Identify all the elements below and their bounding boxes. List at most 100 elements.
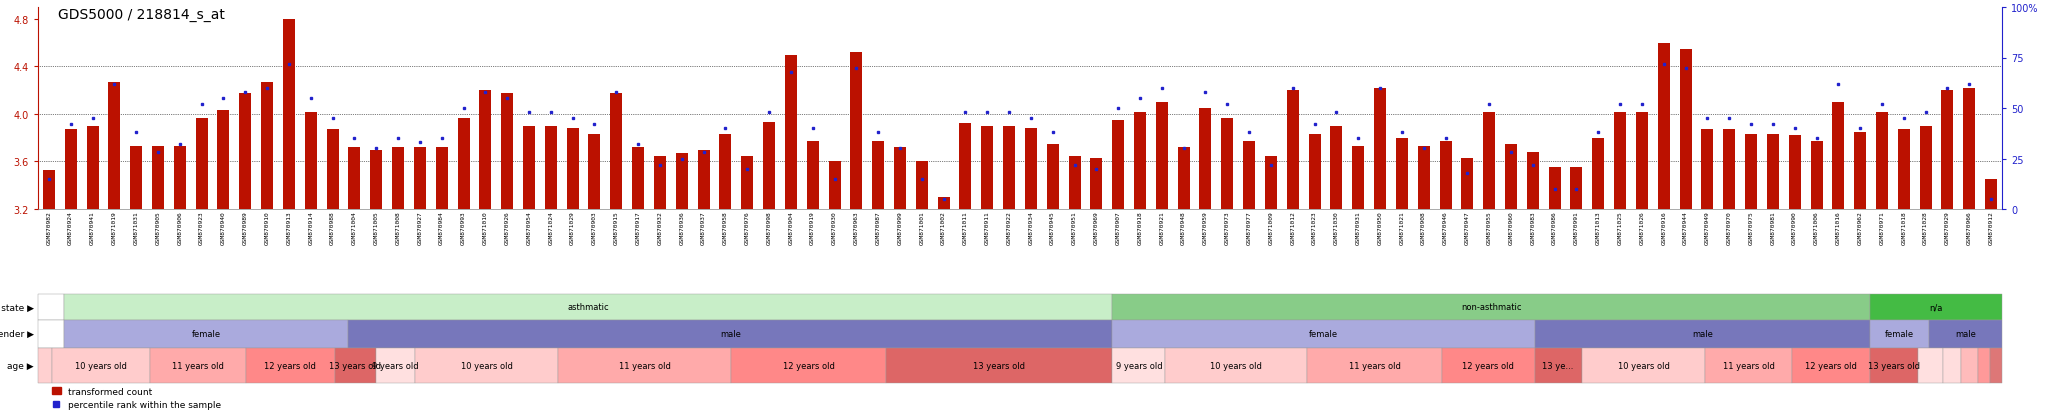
Bar (1898, 130, 1911, 209)
Bar (43, 171, 55, 209)
Text: gender ▶: gender ▶ (0, 330, 35, 339)
Bar (1243, 142, 1255, 209)
Bar (895, 148, 905, 209)
Bar (1706, 348, 1792, 383)
Bar (1417, 147, 1430, 209)
Bar (150, 348, 246, 383)
Bar (1112, 121, 1124, 209)
Bar (1581, 348, 1706, 383)
Bar (1505, 144, 1518, 209)
Bar (1331, 126, 1341, 209)
Text: female: female (190, 330, 221, 339)
Bar (1985, 180, 1997, 209)
Text: 10 years old: 10 years old (1618, 361, 1669, 370)
Bar (1047, 144, 1059, 209)
Text: 10 years old: 10 years old (76, 361, 127, 370)
Text: 11 years old: 11 years old (172, 361, 223, 370)
Bar (240, 93, 252, 209)
Text: female: female (1309, 330, 1337, 339)
Bar (958, 124, 971, 209)
Text: n/a: n/a (1929, 303, 1944, 312)
Bar (1919, 126, 1931, 209)
Bar (391, 148, 403, 209)
Bar (1352, 147, 1364, 209)
Bar (784, 55, 797, 209)
Bar (545, 126, 557, 209)
Bar (1069, 156, 1081, 209)
Bar (676, 154, 688, 209)
Bar (63, 294, 1112, 320)
Text: age ▶: age ▶ (8, 361, 35, 370)
Bar (174, 147, 186, 209)
Text: asthmatic: asthmatic (567, 303, 608, 312)
Bar (1112, 348, 1165, 383)
Bar (63, 320, 348, 348)
Bar (262, 83, 272, 209)
Bar (981, 126, 993, 209)
Bar (522, 126, 535, 209)
Bar (887, 348, 1112, 383)
Bar (39, 348, 51, 383)
Text: male: male (1692, 330, 1712, 339)
Bar (588, 135, 600, 209)
Bar (479, 91, 492, 209)
Bar (348, 148, 360, 209)
Bar (872, 142, 885, 209)
Bar (1135, 112, 1147, 209)
Bar (633, 148, 645, 209)
Bar (1745, 135, 1757, 209)
Bar (915, 162, 928, 209)
Text: 9 years old: 9 years old (373, 361, 418, 370)
Bar (1702, 130, 1714, 209)
Text: 11 years old: 11 years old (1348, 361, 1401, 370)
Bar (1960, 348, 1978, 383)
Bar (457, 118, 469, 209)
Bar (1722, 130, 1735, 209)
Bar (1221, 118, 1233, 209)
Bar (1004, 126, 1016, 209)
Bar (1112, 320, 1534, 348)
Bar (1917, 348, 1944, 383)
Bar (938, 198, 950, 209)
Bar (1024, 129, 1036, 209)
Bar (39, 320, 63, 348)
Bar (1679, 50, 1692, 209)
Bar (559, 348, 731, 383)
Bar (1964, 88, 1974, 209)
Bar (1286, 91, 1298, 209)
Text: 12 years old: 12 years old (1462, 361, 1513, 370)
Bar (1767, 135, 1780, 209)
Bar (1978, 348, 1991, 383)
Bar (109, 83, 121, 209)
Bar (1534, 348, 1581, 383)
Bar (1442, 348, 1534, 383)
Text: 13 years old: 13 years old (330, 361, 381, 370)
Text: 11 years old: 11 years old (618, 361, 672, 370)
Bar (1528, 152, 1538, 209)
Bar (502, 93, 514, 209)
Bar (1876, 112, 1888, 209)
Bar (829, 162, 840, 209)
Bar (334, 348, 375, 383)
Bar (741, 156, 754, 209)
Bar (66, 130, 76, 209)
Bar (731, 348, 887, 383)
Bar (698, 150, 709, 209)
Text: 11 years old: 11 years old (1722, 361, 1774, 370)
Bar (1788, 136, 1800, 209)
Bar (1548, 168, 1561, 209)
Bar (567, 129, 580, 209)
Text: female: female (1886, 330, 1915, 339)
Bar (416, 348, 559, 383)
Legend: transformed count, percentile rank within the sample: transformed count, percentile rank withi… (49, 383, 225, 413)
Bar (1178, 148, 1190, 209)
Bar (1792, 348, 1870, 383)
Bar (1397, 138, 1407, 209)
Bar (1944, 348, 1960, 383)
Text: disease state ▶: disease state ▶ (0, 303, 35, 312)
Bar (326, 130, 338, 209)
Text: 12 years old: 12 years old (264, 361, 315, 370)
Bar (1929, 320, 2003, 348)
Bar (1614, 112, 1626, 209)
Bar (1833, 103, 1845, 209)
